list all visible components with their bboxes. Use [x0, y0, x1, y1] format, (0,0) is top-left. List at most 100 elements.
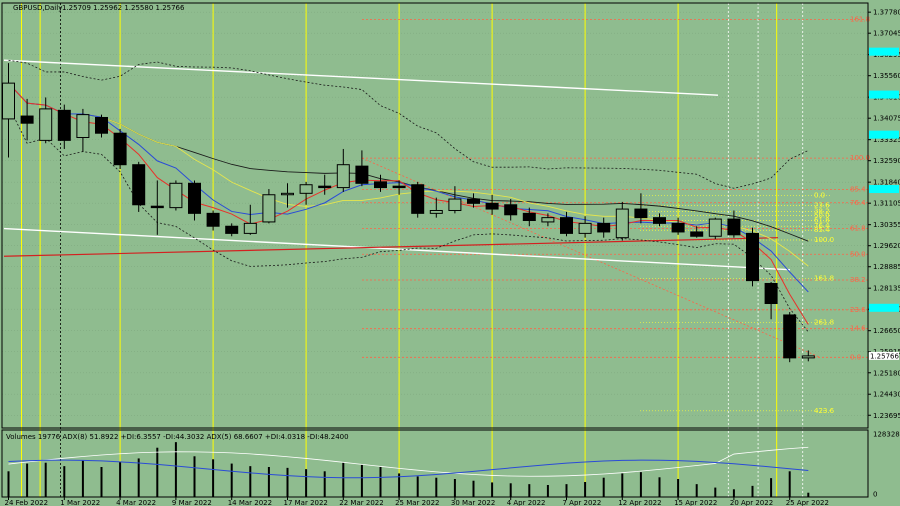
- fib-red-label: 14.6: [850, 325, 866, 333]
- candle-body: [225, 225, 239, 234]
- candle-body: [615, 208, 629, 239]
- date-tick-label: 12 Apr 2022: [618, 499, 661, 506]
- fib-red-label: 100.0: [850, 154, 870, 162]
- current-price-label: 1.25766: [870, 352, 899, 360]
- candle-body: [206, 212, 220, 227]
- candle-body: [188, 182, 201, 214]
- date-tick-label: 22 Mar 2022: [339, 499, 383, 506]
- adx-line: [8, 446, 809, 477]
- fib-yellow-label: 161.8: [814, 274, 834, 282]
- candle-body: [392, 185, 406, 189]
- date-tick-label: 30 Mar 2022: [451, 499, 495, 506]
- candle-body: [746, 232, 759, 282]
- channel-lower: [3, 227, 791, 271]
- candle-body: [39, 108, 53, 141]
- price-tick-label: 1.24430: [873, 391, 900, 399]
- candle-body: [541, 217, 555, 223]
- fib-yellow-label: 38.2: [814, 207, 830, 215]
- date-tick-label: 14 Mar 2022: [228, 499, 272, 506]
- current-price-box: [869, 351, 899, 360]
- candle-body: [243, 222, 257, 234]
- fib-yellow-label: 76.4: [814, 222, 830, 230]
- candle-body: [150, 205, 164, 209]
- fib-yellow-label: 0.0: [814, 191, 825, 199]
- candle-body: [95, 116, 108, 134]
- candle-body: [113, 132, 127, 166]
- volume-header: Volumes 19776 ADX(8) 51.8922 +DI:6.3557 …: [6, 433, 349, 441]
- candle-body: [132, 164, 146, 206]
- chart-header-ohlc: 1.25709 1.25962 1.25580 1.25766: [62, 4, 185, 12]
- price-tick-label: 1.28135: [873, 285, 900, 293]
- candle-body: [653, 217, 666, 224]
- volume-panel-frame: [1, 429, 869, 498]
- candle-body: [318, 185, 332, 189]
- price-tick-label: 1.34075: [873, 115, 900, 123]
- chart-header-symbol: GBPUSD,Daily: [13, 4, 62, 12]
- fib-yellow-label: 23.6: [814, 202, 830, 210]
- price-tick-label: 1.29620: [873, 242, 900, 250]
- date-tick-label: 17 Mar 2022: [284, 499, 328, 506]
- fib-red-label: 0.0: [850, 353, 861, 361]
- fib-red-label: 50.0: [850, 250, 866, 258]
- fib-yellow-label: 85.4: [814, 226, 830, 234]
- fib-yellow-label: 100.0: [814, 236, 834, 244]
- candle-body: [690, 231, 704, 237]
- date-tick-label: 24 Feb 2022: [5, 499, 49, 506]
- candle-body: [2, 82, 15, 120]
- axis-marker: [869, 130, 899, 139]
- di-line: [8, 459, 809, 479]
- candle-body: [801, 355, 815, 359]
- date-tick-label: 4 Mar 2022: [116, 499, 156, 506]
- volume-panel: [7, 442, 810, 497]
- candle-body: [299, 184, 313, 194]
- price-tick-label: 1.35560: [873, 72, 900, 80]
- candle-body: [783, 314, 797, 359]
- candle-body: [560, 217, 573, 234]
- candle-body: [336, 164, 350, 189]
- candle-body: [281, 192, 294, 196]
- price-tick-label: 1.26650: [873, 327, 900, 335]
- axis-marker: [869, 47, 899, 56]
- fib-red-label: 161.8: [850, 16, 870, 24]
- volume-tick-label: 0: [873, 491, 877, 499]
- bollinger-upper: [8, 59, 809, 189]
- date-tick-label: 4 Apr 2022: [507, 499, 546, 506]
- price-tick-label: 1.31840: [873, 179, 900, 187]
- candle-body: [634, 208, 648, 219]
- fib-yellow-label: 423.6: [814, 407, 835, 415]
- date-tick-label: 25 Mar 2022: [395, 499, 439, 506]
- candle-body: [597, 222, 611, 233]
- date-tick-label: 1 Mar 2022: [60, 499, 100, 506]
- fib-red-label: 76.4: [850, 199, 866, 207]
- candle-body: [448, 198, 462, 211]
- candle-body: [578, 222, 592, 234]
- grid-lines: [2, 11, 868, 416]
- candle-body: [504, 204, 518, 216]
- candle-body: [671, 222, 685, 233]
- axis-marker: [869, 185, 899, 194]
- vertical-markers: [21, 3, 804, 497]
- candle-body: [727, 218, 741, 236]
- fib-red-label: 38.2: [850, 276, 866, 284]
- fib-red-label: 23.6: [850, 306, 866, 314]
- candle-body: [429, 209, 443, 214]
- fib-yellow-label: 61.8: [814, 217, 830, 225]
- price-panel-frame: [1, 2, 869, 429]
- volume-tick-label: 128328: [873, 431, 900, 439]
- price-tick-label: 1.23695: [873, 412, 900, 420]
- candlesticks: [2, 63, 815, 363]
- candle-body: [76, 114, 90, 139]
- date-tick-label: 7 Apr 2022: [563, 499, 602, 506]
- date-tick-label: 9 Mar 2022: [172, 499, 212, 506]
- candle-body: [764, 282, 778, 305]
- candle-body: [374, 181, 387, 189]
- date-tick-label: 25 Apr 2022: [786, 499, 829, 506]
- channel-upper: [3, 59, 719, 96]
- candle-body: [708, 218, 722, 237]
- candle-body: [57, 109, 71, 141]
- candle-body: [485, 202, 499, 210]
- fib-red-label: 85.4: [850, 186, 866, 194]
- price-tick-label: 1.31105: [873, 200, 900, 208]
